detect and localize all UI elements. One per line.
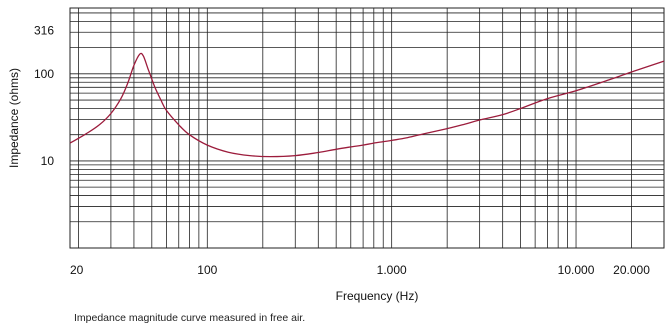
x-tick-label: 20 [70, 263, 84, 277]
tick-labels: 20 100 1.000 10.000 20.000 10 100 316 [34, 23, 650, 277]
y-tick-label: 100 [34, 67, 54, 81]
y-tick-label: 10 [41, 154, 55, 168]
x-axis-label: Frequency (Hz) [336, 289, 419, 303]
grid [70, 8, 664, 248]
x-tick-label: 10.000 [558, 263, 595, 277]
y-axis-label: Impedance (ohms) [7, 68, 21, 168]
x-tick-label: 100 [197, 263, 217, 277]
y-tick-label: 316 [34, 23, 54, 37]
series-group [69, 52, 665, 158]
chart-caption: Impedance magnitude curve measured in fr… [74, 312, 306, 324]
impedance-curve [69, 52, 665, 158]
plot-frame [69, 7, 665, 249]
x-tick-label: 20.000 [613, 263, 650, 277]
x-tick-label: 1.000 [377, 263, 407, 277]
